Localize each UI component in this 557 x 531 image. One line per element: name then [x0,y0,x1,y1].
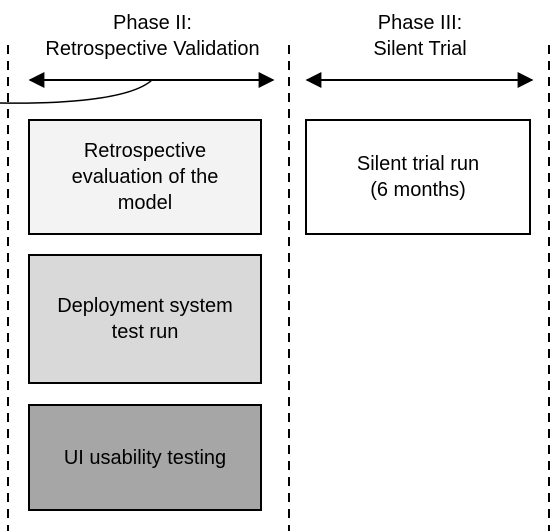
ui-usability-testing-box: UI usability testing [28,404,262,511]
silent-trial-run-label: Silent trial run (6 months) [356,153,480,201]
retrospective-evaluation-box: Retrospective evaluation of the model [28,119,262,235]
phase3-title: Phase III: Silent Trial [305,10,535,62]
phase2-title: Phase II: Retrospective Validation [20,10,285,62]
incoming-curve-connector [0,79,153,104]
ui-usability-testing-label: UI usability testing [63,446,227,469]
deployment-test-run-box: Deployment system test run [28,254,262,384]
retrospective-evaluation-label: Retrospective evaluation of the model [71,140,219,214]
phase3-title-line1: Phase III: [377,12,463,34]
silent-trial-run-box: Silent trial run (6 months) [305,119,531,235]
deployment-test-run-label: Deployment system test run [57,295,233,343]
phase3-title-line2: Silent Trial [373,38,467,60]
phase2-title-line1: Phase II: [113,12,192,34]
phase2-title-line2: Retrospective Validation [45,38,260,60]
